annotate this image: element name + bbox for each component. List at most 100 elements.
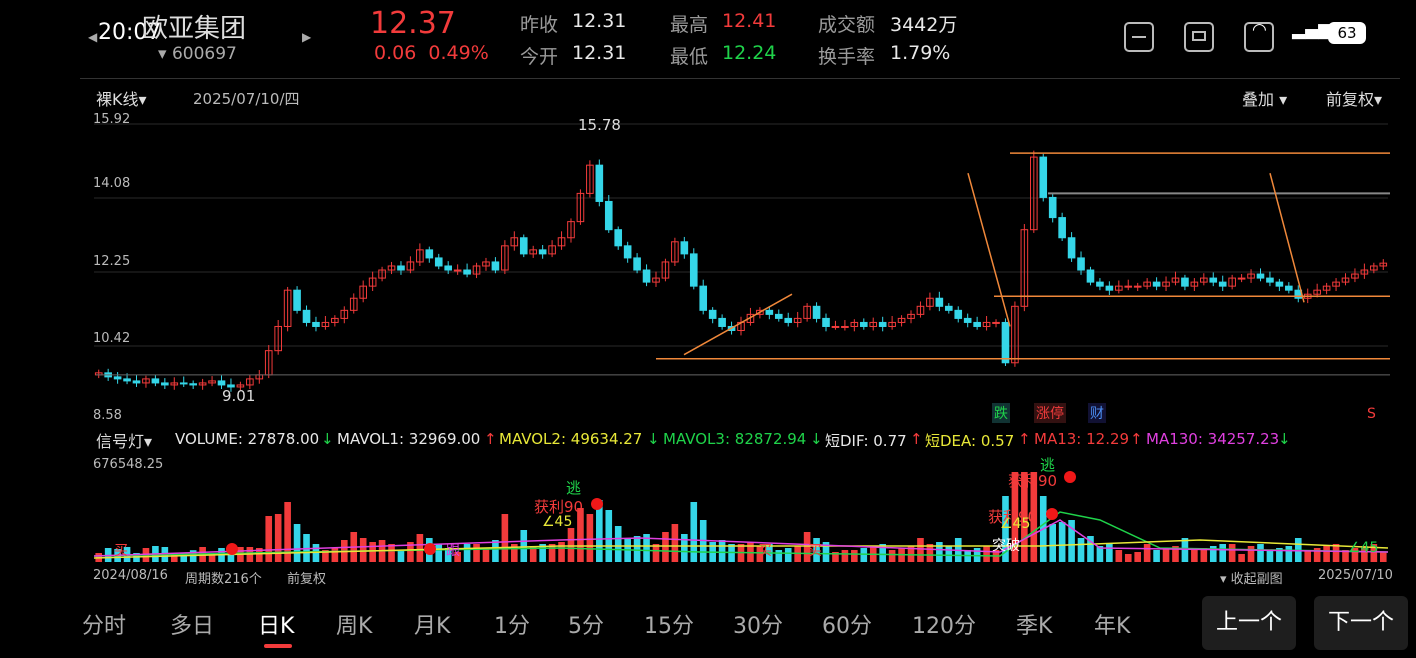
- event-limit-up[interactable]: 涨停: [1034, 403, 1066, 423]
- volume-bar: [539, 544, 546, 562]
- price-change: 0.06 0.49%: [374, 42, 489, 64]
- y-tick-1: 14.08: [93, 176, 131, 191]
- tab-120min[interactable]: 120分: [912, 614, 976, 639]
- indicator-dropdown[interactable]: 信号灯▾: [96, 432, 153, 451]
- volume-bar: [577, 508, 584, 562]
- candle-body: [179, 382, 188, 385]
- volume-bar: [983, 546, 990, 562]
- overlay-dropdown[interactable]: 叠加 ▾: [1242, 90, 1288, 109]
- candle-body: [1228, 277, 1236, 287]
- candle-body: [907, 313, 915, 319]
- candle-body: [718, 317, 726, 327]
- volume-bar: [444, 548, 452, 562]
- volume-bar: [1134, 552, 1142, 562]
- high-mark-label: 15.78: [578, 116, 621, 134]
- minimize-icon[interactable]: [1124, 22, 1154, 52]
- volume-bar: [407, 542, 414, 562]
- arrow-down-icon: ↓: [321, 430, 334, 448]
- prev-stock-arrow-icon[interactable]: ◀: [88, 30, 98, 44]
- next-stock-arrow-icon[interactable]: ▶: [302, 30, 312, 44]
- volume-bar: [1361, 546, 1368, 562]
- signal-angle: ∠45: [1348, 540, 1379, 556]
- volume-bar: [1370, 544, 1378, 562]
- volume-bar: [1124, 554, 1132, 562]
- candle-body: [1370, 265, 1378, 271]
- volume-bar: [1021, 472, 1028, 562]
- candle-body: [142, 378, 150, 384]
- volume-bar: [567, 528, 575, 562]
- adjust-dropdown[interactable]: 前复权▾: [1326, 90, 1383, 109]
- tab-1min[interactable]: 1分: [494, 614, 530, 639]
- candle-body: [1351, 273, 1359, 279]
- volume-bar: [614, 526, 622, 562]
- volume-bar: [492, 540, 499, 562]
- volume-bar: [643, 534, 650, 562]
- tab-30min[interactable]: 30分: [733, 614, 783, 639]
- candle-body: [1275, 281, 1284, 287]
- screen-icon[interactable]: [1184, 22, 1214, 52]
- volume-bar: [416, 534, 424, 562]
- volume-bar: [1087, 536, 1094, 562]
- candle-body: [869, 321, 878, 327]
- tab-60min[interactable]: 60分: [822, 614, 872, 639]
- volume-bar: [284, 502, 291, 562]
- candle-body: [586, 164, 594, 194]
- candle-body: [841, 325, 849, 328]
- prev-stock-button[interactable]: 上一个: [1202, 596, 1296, 650]
- volume-bar: [208, 553, 216, 562]
- candle-body: [756, 309, 764, 315]
- candle-body: [595, 164, 604, 202]
- tab-yearly-k[interactable]: 年K: [1094, 614, 1131, 639]
- tab-15min[interactable]: 15分: [644, 614, 694, 639]
- volume-bar: [482, 548, 490, 562]
- volume-bar: [359, 538, 367, 562]
- open-value: 12.31: [572, 42, 627, 64]
- candle-body: [349, 297, 358, 311]
- collapse-subchart-button[interactable]: ▾ 收起副图: [1220, 572, 1283, 587]
- candle-body: [1029, 156, 1038, 231]
- tab-weekly-k[interactable]: 周K: [336, 614, 373, 639]
- candle-body: [926, 297, 934, 307]
- signal-buy: 买: [758, 543, 772, 559]
- volume-bar: [454, 552, 461, 562]
- volume-bar: [907, 546, 915, 562]
- volume-bar: [860, 548, 868, 562]
- volume-bar: [511, 544, 518, 562]
- candle-body: [1313, 289, 1321, 295]
- candle-body: [529, 249, 538, 255]
- volume-bar: [1351, 548, 1359, 562]
- candle-body: [444, 265, 453, 271]
- candle-body: [689, 253, 698, 287]
- candle-body: [1218, 281, 1227, 287]
- volume-bar: [803, 532, 811, 562]
- volume-bar: [1143, 544, 1151, 562]
- event-finance[interactable]: 财: [1088, 403, 1106, 423]
- tab-daily-k[interactable]: 日K: [258, 614, 295, 639]
- tab-intraday[interactable]: 分时: [82, 614, 127, 639]
- kline-chart-panel[interactable]: [80, 78, 1400, 589]
- candle-body: [812, 305, 821, 319]
- volume-bar: [851, 550, 858, 562]
- mavol-pink-line: [93, 519, 1389, 557]
- next-stock-button[interactable]: 下一个: [1314, 596, 1408, 650]
- candle-body: [1341, 277, 1350, 283]
- candle-body: [227, 384, 235, 388]
- volume-bar: [1153, 550, 1160, 562]
- prev-close-label: 昨收: [520, 14, 559, 36]
- event-fall[interactable]: 跌: [992, 403, 1010, 423]
- candle-body: [1096, 281, 1104, 287]
- candle-body: [1162, 281, 1170, 287]
- kline-type-dropdown[interactable]: 裸K线▾: [96, 90, 147, 109]
- candle-body: [793, 317, 802, 323]
- candle-body: [774, 313, 783, 319]
- volume-bar: [822, 542, 830, 562]
- volume-bar: [180, 552, 188, 562]
- tab-multiday[interactable]: 多日: [170, 614, 215, 639]
- volume-bar: [255, 548, 263, 562]
- tab-5min[interactable]: 5分: [568, 614, 604, 639]
- event-sell-s[interactable]: S: [1367, 406, 1376, 422]
- candle-body: [453, 269, 462, 272]
- tab-monthly-k[interactable]: 月K: [414, 614, 451, 639]
- tab-quarterly-k[interactable]: 季K: [1016, 614, 1053, 639]
- edit-icon[interactable]: [1244, 22, 1274, 52]
